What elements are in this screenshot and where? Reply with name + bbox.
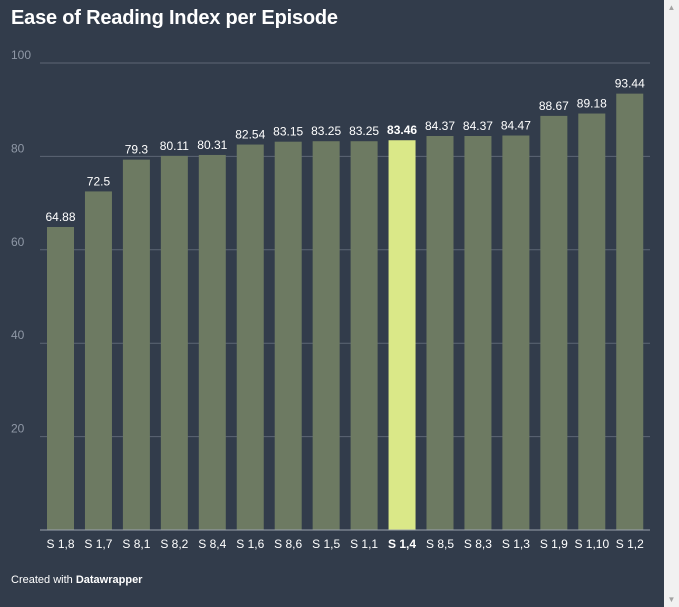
y-tick-label: 100 (11, 48, 31, 62)
x-tick-label: S 1,7 (84, 537, 112, 551)
bar (198, 154, 226, 530)
chart-panel: Ease of Reading Index per Episode 20 40 60… (0, 0, 664, 607)
value-label: 88.67 (539, 99, 569, 113)
credit-line[interactable]: Created with Datawrapper (11, 574, 142, 586)
x-tick-label: S 1,4 (388, 537, 416, 551)
bar (578, 113, 606, 530)
bar (122, 159, 150, 530)
y-tick-label: 20 (11, 422, 25, 436)
bar-chart: 20 40 60 80 100 64.88 S 1,8 72.5 S 1,7 79.3 S 8,1 8… (11, 48, 650, 551)
bar (616, 93, 644, 531)
value-label: 82.54 (235, 128, 265, 142)
value-label: 93.44 (615, 77, 645, 91)
value-label: 84.47 (501, 119, 531, 133)
bar (236, 144, 264, 530)
bar (84, 191, 112, 531)
credit-prefix: Created with (11, 574, 73, 586)
x-tick-label: S 1,3 (502, 537, 530, 551)
x-tick-label: S 1,10 (574, 537, 609, 551)
x-tick-label: S 8,2 (160, 537, 188, 551)
x-tick-label: S 8,3 (464, 537, 492, 551)
bar (426, 135, 454, 530)
scroll-up-arrow-icon[interactable]: ▲ (667, 3, 676, 12)
bar (350, 141, 378, 530)
scroll-down-arrow-icon[interactable]: ▼ (667, 595, 676, 604)
x-tick-label: S 1,6 (236, 537, 264, 551)
x-tick-label: S 8,1 (122, 537, 150, 551)
y-tick-label: 80 (11, 141, 25, 155)
value-label: 89.18 (577, 97, 607, 111)
bar (464, 135, 492, 530)
value-label: 64.88 (45, 210, 75, 224)
bar (160, 155, 188, 531)
x-tick-label: S 1,2 (616, 537, 644, 551)
bar (540, 115, 568, 530)
value-label: 80.11 (160, 139, 189, 153)
value-label: 72.5 (87, 174, 111, 188)
y-tick-label: 40 (11, 328, 25, 342)
x-tick-label: S 8,4 (198, 537, 226, 551)
x-tick-label: S 1,8 (46, 537, 74, 551)
bar (47, 227, 74, 530)
value-label: 84.37 (425, 119, 455, 133)
bar (274, 141, 302, 530)
x-tick-label: S 1,5 (312, 537, 340, 551)
chart-title: Ease of Reading Index per Episode (11, 7, 338, 29)
bar (312, 141, 340, 530)
value-label: 83.46 (387, 123, 417, 137)
value-label: 83.25 (311, 124, 341, 138)
bar-highlighted (388, 140, 416, 530)
datawrapper-link[interactable]: Datawrapper (75, 574, 143, 586)
value-label: 83.15 (273, 125, 303, 139)
bar (502, 135, 530, 531)
value-label: 84.37 (463, 119, 493, 133)
x-tick-label: S 1,9 (540, 537, 568, 551)
vertical-scrollbar[interactable]: ▲ ▼ (664, 0, 679, 607)
x-tick-label: S 1,1 (350, 537, 378, 551)
value-label: 80.31 (197, 138, 227, 152)
value-label: 79.3 (125, 143, 149, 157)
x-tick-label: S 8,6 (274, 537, 302, 551)
x-tick-label: S 8,5 (426, 537, 454, 551)
y-tick-label: 60 (11, 235, 25, 249)
value-label: 83.25 (349, 124, 379, 138)
